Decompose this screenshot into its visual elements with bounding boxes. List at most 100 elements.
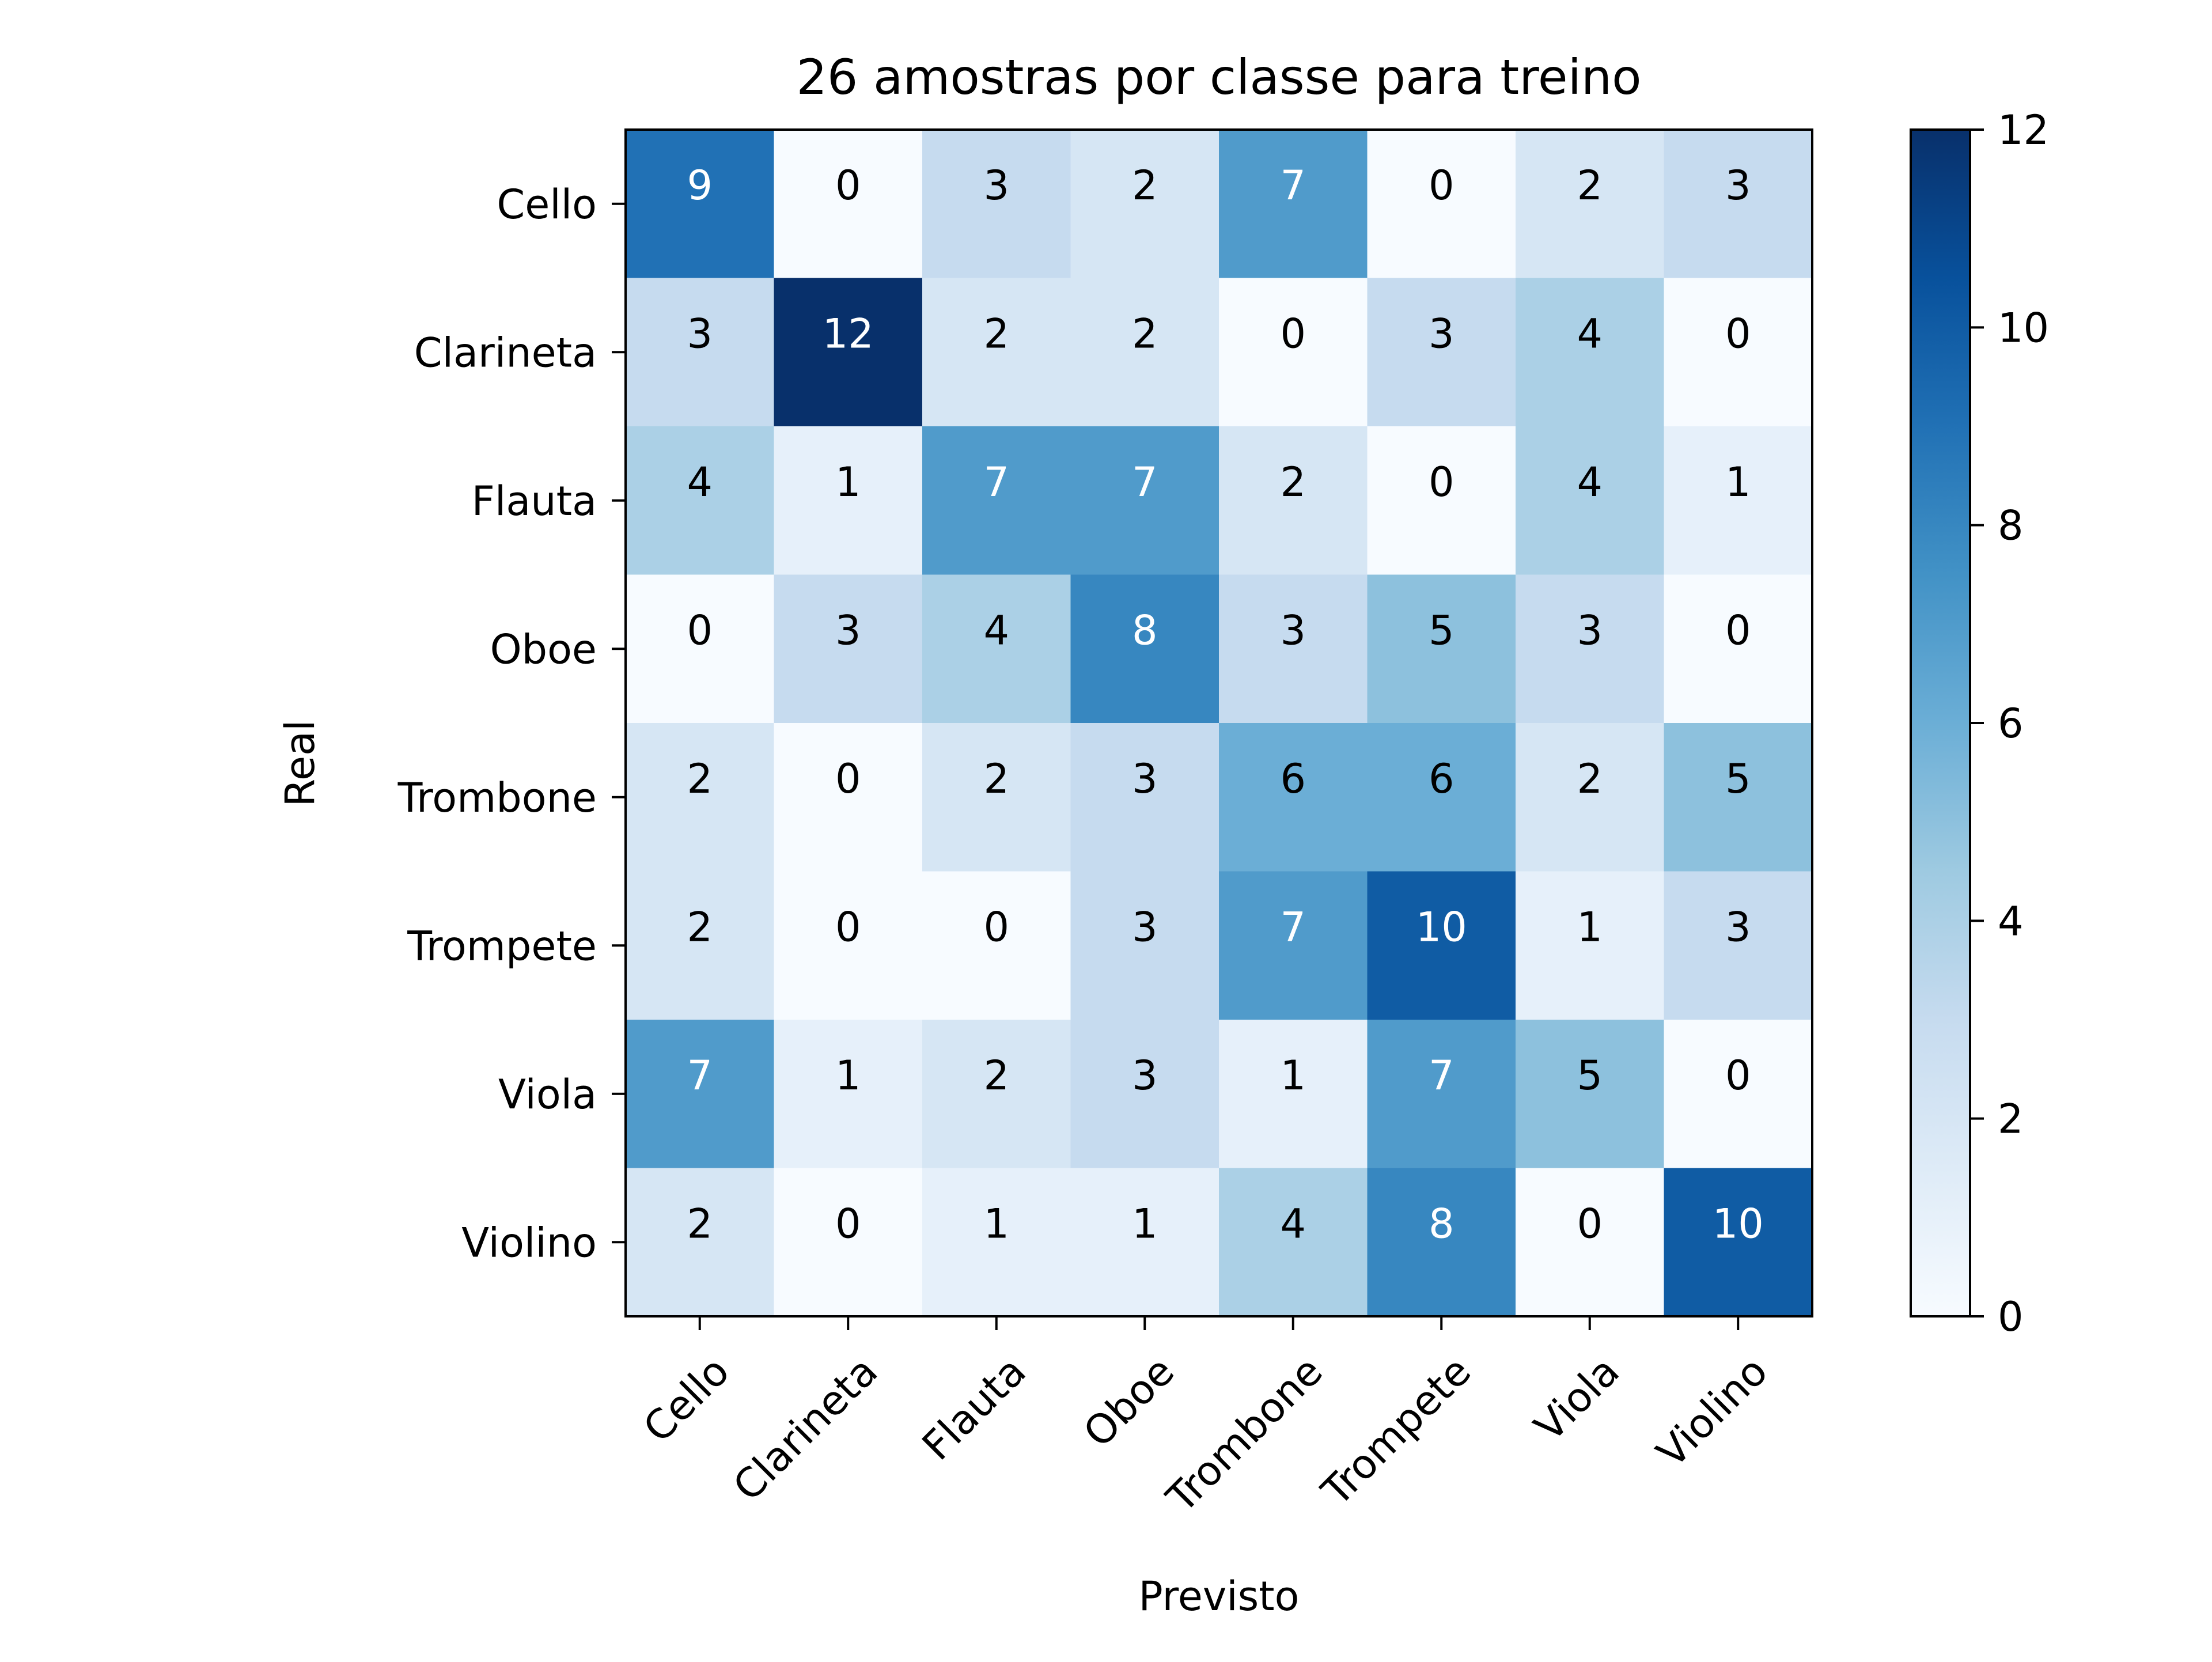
heatmap-cell-value: 6 — [1429, 755, 1455, 802]
chart-title: 26 amostras por classe para treino — [796, 49, 1641, 105]
heatmap-cell-value: 2 — [687, 1200, 713, 1247]
heatmap-cell — [626, 1020, 775, 1169]
x-tick-label: Cello — [634, 1347, 738, 1452]
heatmap-cell — [774, 1168, 923, 1317]
colorbar-ticks: 0 2 4 6 8 10 12 — [1970, 107, 2049, 1341]
heatmap-cell-value: 3 — [1725, 162, 1751, 209]
heatmap-cell-value: 2 — [687, 755, 713, 802]
x-tick-label: Trompete — [1312, 1347, 1480, 1515]
heatmap-cell — [1367, 1168, 1516, 1317]
heatmap-cell-value: 0 — [1725, 607, 1751, 654]
heatmap-cell — [1219, 426, 1368, 576]
heatmap-cell — [1664, 278, 1813, 427]
heatmap-cell-value: 3 — [1132, 755, 1158, 802]
heatmap-cell — [774, 871, 923, 1020]
y-axis-ticks: Cello Clarineta Flauta Oboe Trombone Trompete… — [397, 181, 626, 1266]
heatmap-cell — [922, 871, 1071, 1020]
colorbar — [1910, 128, 1971, 1318]
y-tick-label: Trompete — [407, 922, 597, 970]
x-tick-label: Trombone — [1157, 1347, 1332, 1522]
heatmap-cell-value: 7 — [1132, 459, 1158, 506]
heatmap-cell — [1367, 723, 1516, 872]
heatmap-cell — [626, 278, 775, 427]
heatmap-cell — [1070, 1020, 1219, 1169]
heatmap-cell — [1664, 574, 1813, 724]
heatmap-cell-value: 4 — [1280, 1200, 1306, 1247]
x-tick-label: Oboe — [1074, 1347, 1183, 1456]
heatmap-cell-value: 1 — [1725, 459, 1751, 506]
heatmap-cell-value: 1 — [983, 1200, 1009, 1247]
heatmap-cell-value: 7 — [687, 1052, 713, 1099]
heatmap-cell — [922, 723, 1071, 872]
heatmap-cell — [626, 426, 775, 576]
x-tick-label: Viola — [1525, 1347, 1628, 1451]
x-tick-label: Flauta — [913, 1347, 1035, 1470]
colorbar-tick-label: 8 — [1998, 502, 2024, 550]
heatmap-cell — [626, 574, 775, 724]
heatmap-cell — [1367, 278, 1516, 427]
heatmap-cell-value: 0 — [835, 755, 861, 802]
heatmap-cell-value: 1 — [835, 459, 861, 506]
heatmap-cell-value: 9 — [687, 162, 713, 209]
y-tick-label: Violino — [461, 1219, 597, 1266]
heatmap-cell — [1516, 723, 1665, 872]
heatmap-cell-value: 0 — [835, 903, 861, 951]
heatmap-cell-value: 12 — [823, 310, 874, 357]
heatmap-cell — [774, 574, 923, 724]
heatmap-cell-value: 8 — [1429, 1200, 1455, 1247]
heatmap-cell-value: 2 — [1132, 310, 1158, 357]
heatmap-cell-value: 5 — [1429, 607, 1455, 654]
heatmap-cell — [1070, 1168, 1219, 1317]
heatmap-cell-value: 3 — [1132, 1052, 1158, 1099]
heatmap-cell — [774, 1020, 923, 1169]
heatmap-cell — [1664, 1020, 1813, 1169]
heatmap-cell-value: 10 — [1713, 1200, 1764, 1247]
heatmap-cell-value: 7 — [1429, 1052, 1455, 1099]
heatmap-cell-value: 1 — [1577, 903, 1603, 951]
heatmap-cell-value: 0 — [1429, 459, 1455, 506]
heatmap-cell — [1367, 426, 1516, 576]
heatmap-cell-value: 0 — [835, 162, 861, 209]
y-axis-label: Real — [276, 720, 324, 807]
heatmap-cells — [626, 130, 1813, 1317]
heatmap-cell-value: 4 — [1577, 459, 1603, 506]
y-tick-label: Cello — [497, 181, 597, 228]
heatmap-cell-value: 7 — [983, 459, 1009, 506]
heatmap-cell-value: 1 — [835, 1052, 861, 1099]
heatmap-cell — [922, 278, 1071, 427]
heatmap-cell-labels: 9 0 3 2 7 0 2 33 12 2 2 0 3 4 04 1 7 7 2 0 4 10 3 4 8 3 5 3 02 0 2 3 6 6 2… — [687, 162, 1763, 1248]
heatmap-cell — [922, 574, 1071, 724]
heatmap-cell — [1070, 723, 1219, 872]
colorbar-tick-label: 2 — [1998, 1096, 2024, 1143]
heatmap-cell — [1367, 871, 1516, 1020]
heatmap-cell-value: 0 — [1577, 1200, 1603, 1247]
y-tick-label: Flauta — [472, 478, 597, 525]
colorbar-tick-label: 4 — [1998, 898, 2024, 945]
heatmap-cell-value: 4 — [1577, 310, 1603, 357]
heatmap-cell — [774, 426, 923, 576]
heatmap-cell — [1070, 426, 1219, 576]
heatmap-cell-value: 2 — [1577, 162, 1603, 209]
heatmap-cell-value: 4 — [687, 459, 713, 506]
x-axis-label: Previsto — [1139, 1573, 1300, 1620]
heatmap-cell — [1070, 130, 1219, 279]
x-tick-label: Violino — [1647, 1347, 1777, 1477]
heatmap-cell — [626, 871, 775, 1020]
heatmap-cell — [1219, 574, 1368, 724]
heatmap-cell — [626, 723, 775, 872]
heatmap-cell — [922, 130, 1071, 279]
heatmap-cell — [1219, 278, 1368, 427]
heatmap-cell-value: 0 — [1725, 310, 1751, 357]
heatmap-cell-value: 0 — [687, 607, 713, 654]
heatmap-cell — [1516, 130, 1665, 279]
heatmap-cell — [774, 723, 923, 872]
heatmap-cell — [1516, 1020, 1665, 1169]
heatmap-cell — [1516, 574, 1665, 724]
heatmap-cell-value: 5 — [1725, 755, 1751, 802]
heatmap-cell-value: 0 — [983, 903, 1009, 951]
heatmap-cell — [1516, 1168, 1665, 1317]
heatmap-cell-value: 3 — [1132, 903, 1158, 951]
heatmap-cell-value: 2 — [983, 1052, 1009, 1099]
heatmap-cell — [1516, 871, 1665, 1020]
